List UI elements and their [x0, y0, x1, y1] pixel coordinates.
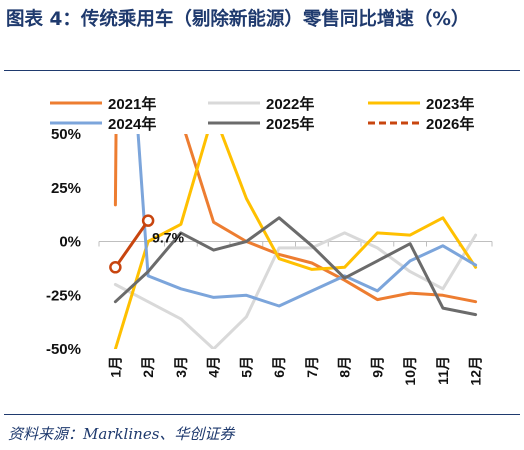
x-tick-label: 6月 [271, 356, 287, 378]
x-tick-label: 12月 [468, 356, 484, 386]
source-note: 资料来源：Marklines、华创证券 [8, 425, 235, 443]
legend-label: 2026年 [426, 115, 474, 133]
legend-label: 2025年 [266, 115, 314, 133]
x-tick-label: 4月 [206, 356, 222, 378]
series-line-2021 [113, 134, 478, 304]
series-layer [109, 134, 478, 349]
chart-legend: 2021年 2022年 2023年 2024年 2025年 2026年 [50, 95, 474, 133]
x-tick-label: 9月 [369, 356, 385, 378]
series-line-2022 [113, 231, 478, 349]
figure-title: 图表 4：传统乘用车（剔除新能源）零售同比增速（%） [6, 9, 470, 30]
series-line-2023 [113, 134, 478, 349]
legend-label: 2024年 [108, 115, 156, 133]
y-tick-label: -25% [46, 287, 81, 304]
series-line-2024 [136, 134, 478, 308]
y-tick-label: 50% [51, 126, 81, 143]
x-tick-label: 3月 [173, 356, 189, 378]
source-rule [4, 414, 520, 415]
legend-label: 2022年 [266, 95, 314, 113]
data-label: 9.7% [152, 230, 184, 246]
y-tick-label: 0% [59, 234, 81, 251]
series-point-2026 [109, 261, 122, 274]
annotation-layer: 9.7% [152, 230, 184, 246]
x-tick-label: 10月 [402, 356, 418, 386]
x-tick-label: 5月 [238, 356, 254, 378]
y-tick-label: 25% [51, 180, 81, 197]
y-tick-label: -50% [46, 341, 81, 358]
chart-axes: 50% 25% 0% -25% -50% 1月 2月 3月 4月 5月 6月 7月 8月 9月 10月 11月… [46, 126, 493, 386]
x-tick-label: 11月 [435, 356, 451, 385]
series-line-2025 [113, 216, 478, 317]
x-tick-label: 7月 [304, 356, 320, 378]
series-point-2026 [141, 214, 155, 227]
legend-label: 2023年 [426, 95, 474, 113]
x-tick-label: 2月 [140, 356, 156, 378]
legend-label: 2021年 [108, 95, 156, 113]
x-tick-label: 8月 [337, 356, 353, 378]
series-line-2026 [113, 219, 150, 269]
x-tick-label: 1月 [107, 356, 123, 378]
title-rule [4, 70, 520, 71]
